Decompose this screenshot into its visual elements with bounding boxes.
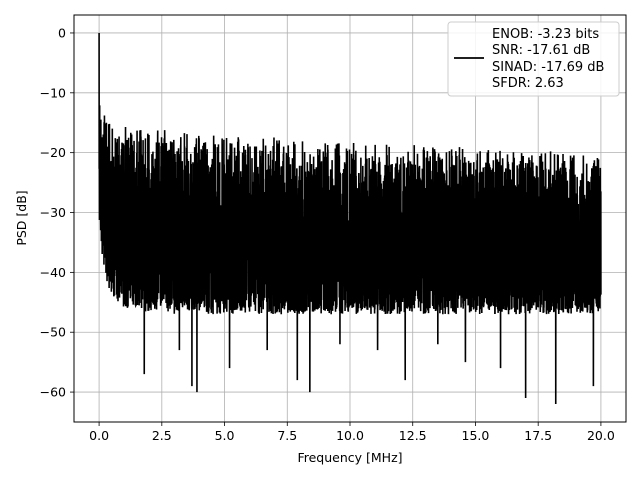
y-tick-label: −50 <box>40 325 66 340</box>
y-tick-label: −30 <box>40 205 66 220</box>
legend-entry-line-1: ENOB: -3.23 bits <box>492 27 599 42</box>
y-tick-label: 0 <box>58 25 66 40</box>
x-tick-label: 10.0 <box>336 428 364 443</box>
x-tick-label: 7.5 <box>277 428 297 443</box>
x-tick-label: 2.5 <box>152 428 172 443</box>
y-axis-label: PSD [dB] <box>14 190 29 245</box>
x-tick-label: 5.0 <box>215 428 235 443</box>
legend: ENOB: -3.23 bits SNR: -17.61 dB SINAD: -… <box>447 21 620 97</box>
x-tick-label: 12.5 <box>399 428 427 443</box>
y-tick-label: −10 <box>40 85 66 100</box>
y-tick-label: −40 <box>40 265 66 280</box>
x-tick-label: 20.0 <box>587 428 615 443</box>
x-axis-label: Frequency [MHz] <box>297 450 402 465</box>
y-tick-label: −60 <box>40 385 66 400</box>
axis-ticks: 0.0 2.5 5.0 7.5 10.0 12.5 15.0 17.5 20.0 0 −10 −20 −… <box>40 25 615 443</box>
plot-area <box>98 32 602 405</box>
legend-entry-line-2: SNR: -17.61 dB <box>492 43 590 58</box>
x-tick-label: 15.0 <box>462 428 490 443</box>
x-tick-label: 17.5 <box>524 428 552 443</box>
legend-entry-line-3: SINAD: -17.69 dB <box>492 60 604 75</box>
legend-box <box>447 21 620 97</box>
x-tick-label: 0.0 <box>89 428 109 443</box>
y-tick-label: −20 <box>40 145 66 160</box>
psd-series-line <box>98 32 602 405</box>
legend-entry-line-4: SFDR: 2.63 <box>492 76 564 91</box>
